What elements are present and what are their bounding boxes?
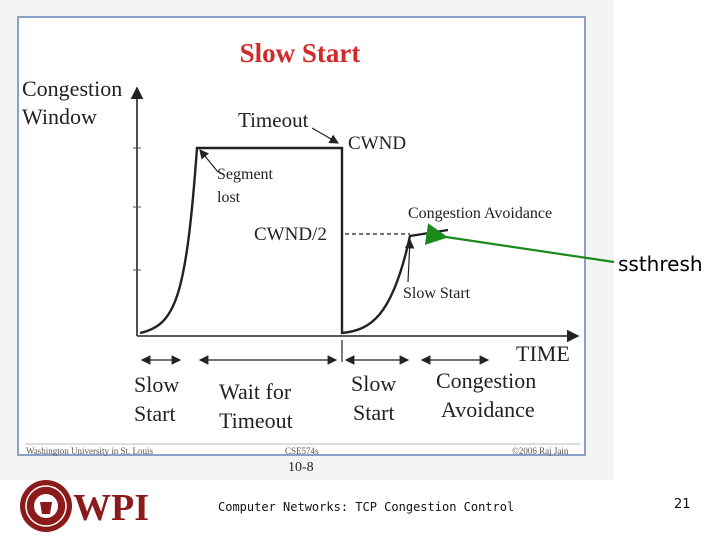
ssthresh-arrow xyxy=(424,223,615,264)
cwnd-label: CWND xyxy=(348,133,407,154)
wpi-logo: WPI xyxy=(16,478,160,534)
phase1-line1: Slow xyxy=(134,372,180,397)
slide-number: 21 xyxy=(674,497,691,512)
timeout-label: Timeout xyxy=(238,108,309,132)
diagram-panel xyxy=(17,16,586,456)
slow-start-label: Slow Start xyxy=(403,285,471,302)
phase2-line1: Wait for xyxy=(219,379,292,404)
embedded-footer-left: Washington University in St. Louis xyxy=(26,446,154,456)
phase1-line2: Start xyxy=(134,401,176,426)
y-axis-label-line1: Congestion xyxy=(22,76,123,101)
cwnd-curve xyxy=(139,146,449,335)
phase3-line1: Slow xyxy=(351,371,397,396)
x-axis-label: TIME xyxy=(516,341,570,366)
congestion-avoidance-label: Congestion Avoidance xyxy=(408,205,553,222)
ssthresh-callout: ssthresh xyxy=(618,252,703,276)
y-axis-label-line2: Window xyxy=(22,104,97,129)
cwnd-half-label: CWND/2 xyxy=(254,224,327,245)
segment-lost-label-line2: lost xyxy=(217,189,241,206)
segment-lost-label-line1: Segment xyxy=(217,166,273,183)
svg-text:WPI: WPI xyxy=(73,487,149,529)
embedded-page-label: 10-8 xyxy=(288,460,314,475)
embedded-footer-center: CSE574s xyxy=(285,446,319,456)
embedded-footer-right: ©2006 Raj Jain xyxy=(512,446,569,456)
diagram-title: Slow Start xyxy=(239,38,361,68)
slide-footer: Computer Networks: TCP Congestion Contro… xyxy=(218,500,515,514)
phase4-line1: Congestion xyxy=(436,368,537,393)
phase4-line2: Avoidance xyxy=(441,397,535,422)
embedded-slide-image xyxy=(0,0,614,480)
phase2-line2: Timeout xyxy=(219,408,293,433)
phase3-line2: Start xyxy=(353,400,395,425)
